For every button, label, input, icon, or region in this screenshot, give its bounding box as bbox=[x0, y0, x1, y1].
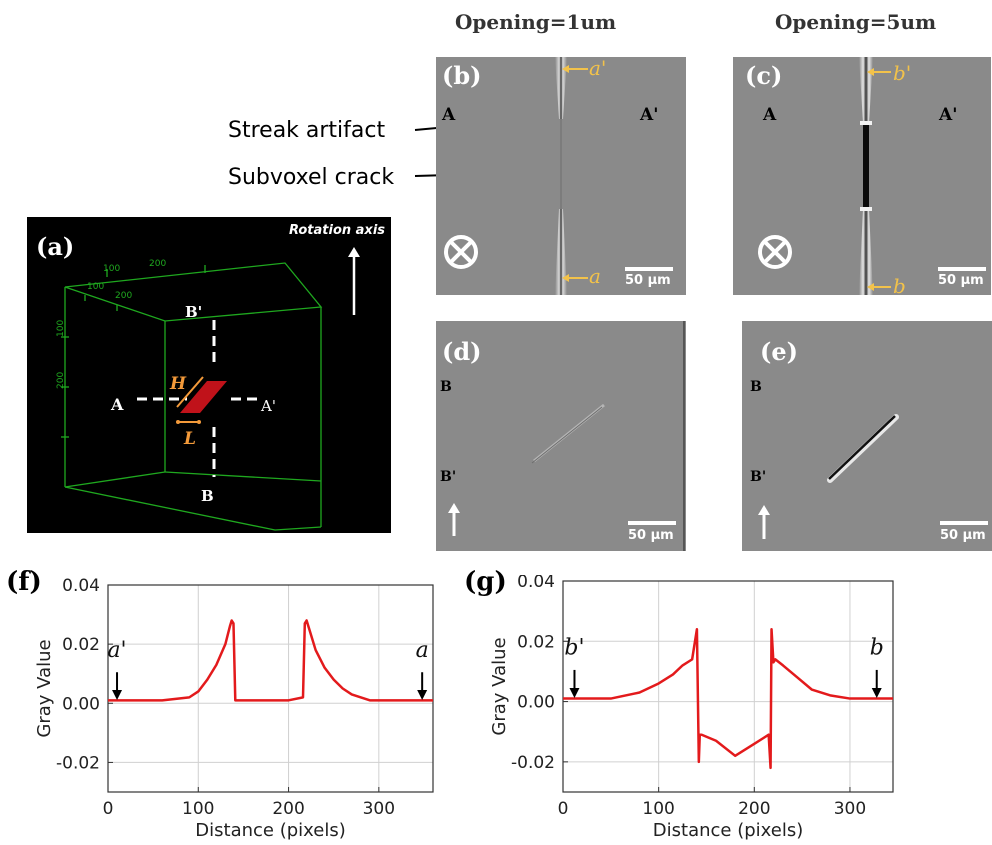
chart-f-marker-label: a bbox=[416, 638, 429, 663]
chart-g-ytick-label: 0.04 bbox=[517, 575, 555, 592]
label-L: L bbox=[183, 429, 196, 449]
chart-f-marker-arrowhead bbox=[417, 689, 428, 700]
chart-g: 0 100 200 300 0.04 0.02 0.00 -0.02 Distance (pix… bbox=[489, 575, 894, 841]
label-A: A bbox=[442, 105, 456, 125]
label-B: B bbox=[440, 379, 452, 395]
tick-diag-100: 100 bbox=[87, 282, 104, 292]
chart-f-xtick-label: 300 bbox=[363, 799, 395, 819]
chart-f: 0 100 200 300 0.04 0.02 0.00 -0.02 Distance (pix… bbox=[34, 576, 434, 841]
panel-e-label: (e) bbox=[760, 337, 798, 366]
chart-g-series-line bbox=[563, 627, 893, 770]
panel-d-image bbox=[448, 321, 685, 551]
panel-c-image bbox=[758, 57, 891, 295]
panel-a-diagram: 100 200 100 200 100 200 H L bbox=[56, 247, 360, 531]
tick-left-100: 100 bbox=[56, 320, 66, 337]
label-A-prime: A' bbox=[939, 105, 958, 125]
tick-diag-200: 200 bbox=[115, 291, 132, 301]
scale-text: 50 μm bbox=[938, 273, 984, 288]
chart-g-ytick-label: 0.02 bbox=[517, 632, 555, 652]
tick-left-200: 200 bbox=[56, 372, 66, 389]
panel-a: 100 200 100 200 100 200 H L (a) Rotation… bbox=[27, 217, 391, 533]
chart-g-ytick-label: 0.00 bbox=[517, 693, 555, 713]
rotation-axis-label: Rotation axis bbox=[289, 223, 386, 238]
chart-f-ylabel: Gray Value bbox=[34, 639, 55, 737]
panel-a-label: (a) bbox=[36, 232, 75, 261]
panel-b-image bbox=[444, 57, 588, 295]
chart-f-ytick-label: 0.02 bbox=[62, 635, 100, 655]
marker-b: b bbox=[893, 274, 906, 295]
label-B: B bbox=[750, 379, 762, 395]
panel-e: (e) B B' 50 μm bbox=[742, 321, 992, 551]
label-B-prime: B' bbox=[750, 469, 767, 485]
marker-b-prime: b' bbox=[893, 61, 912, 85]
chart-f-xlabel: Distance (pixels) bbox=[195, 820, 345, 841]
scale-bar bbox=[625, 267, 673, 271]
label-B-prime: B' bbox=[185, 303, 203, 321]
subvoxel-crack-label: Subvoxel crack bbox=[228, 165, 395, 190]
chart-g-xtick-label: 200 bbox=[738, 799, 770, 819]
chart-f-marker-arrowhead bbox=[112, 689, 123, 700]
panel-c: (c) b' b A A' 50 μm bbox=[733, 57, 991, 295]
tick-top-200: 200 bbox=[149, 259, 166, 269]
chart-f-series-line bbox=[108, 619, 433, 702]
chart-f-xtick-label: 100 bbox=[182, 799, 214, 819]
marker-a: a bbox=[589, 264, 601, 288]
chart-f-label: (f) bbox=[6, 567, 42, 597]
chart-g-marker-arrowhead bbox=[871, 688, 882, 699]
panel-c-label: (c) bbox=[745, 61, 783, 90]
chart-g-xtick-label: 0 bbox=[558, 799, 569, 819]
chart-g-marker-arrowhead bbox=[569, 688, 580, 699]
scale-text: 50 μm bbox=[625, 273, 671, 288]
label-H: H bbox=[169, 374, 187, 394]
crack-plane bbox=[180, 381, 227, 413]
chart-g-label: (g) bbox=[464, 567, 507, 597]
tick-top-100: 100 bbox=[103, 264, 120, 274]
chart-g-frame bbox=[562, 580, 894, 793]
chart-f-ytick-label: -0.02 bbox=[56, 753, 100, 773]
label-A-prime: A' bbox=[640, 105, 659, 125]
label-B-prime: B' bbox=[440, 469, 457, 485]
chart-f-marker-label: a' bbox=[107, 638, 126, 663]
scale-bar bbox=[628, 521, 676, 525]
scale-text: 50 μm bbox=[628, 528, 674, 543]
chart-f-ytick-label: 0.04 bbox=[62, 576, 100, 596]
chart-g-xtick-label: 300 bbox=[834, 799, 866, 819]
chart-f-frame bbox=[107, 584, 434, 793]
chart-g-marker-label: b' bbox=[564, 635, 584, 660]
scale-bar bbox=[940, 521, 988, 525]
panel-b-label: (b) bbox=[442, 61, 482, 90]
label-A-prime: A' bbox=[261, 397, 276, 415]
chart-f-ytick-label: 0.00 bbox=[62, 694, 100, 714]
chart-g-xtick-label: 100 bbox=[642, 799, 674, 819]
panel-e-image bbox=[758, 414, 899, 539]
scale-text: 50 μm bbox=[940, 528, 986, 543]
marker-a-prime: a' bbox=[589, 57, 607, 80]
streak-artifact-label: Streak artifact bbox=[228, 118, 386, 143]
chart-f-xtick-label: 0 bbox=[103, 799, 114, 819]
scale-bar bbox=[938, 267, 986, 271]
chart-f-xtick-label: 200 bbox=[272, 799, 304, 819]
panel-d-label: (d) bbox=[442, 337, 482, 366]
chart-g-marker-label: b bbox=[870, 635, 884, 660]
chart-g-xlabel: Distance (pixels) bbox=[653, 820, 803, 841]
label-A: A bbox=[763, 105, 777, 125]
chart-g-ylabel: Gray Value bbox=[489, 637, 510, 735]
label-A: A bbox=[111, 395, 124, 414]
column-title-left: Opening=1um bbox=[455, 10, 617, 34]
panel-d: (d) B B' 50 μm bbox=[436, 321, 686, 551]
column-title-right: Opening=5um bbox=[775, 10, 937, 34]
label-B: B bbox=[201, 487, 214, 505]
chart-g-ytick-label: -0.02 bbox=[511, 753, 555, 773]
panel-b: (b) a' a A A' 50 μm bbox=[436, 57, 686, 295]
